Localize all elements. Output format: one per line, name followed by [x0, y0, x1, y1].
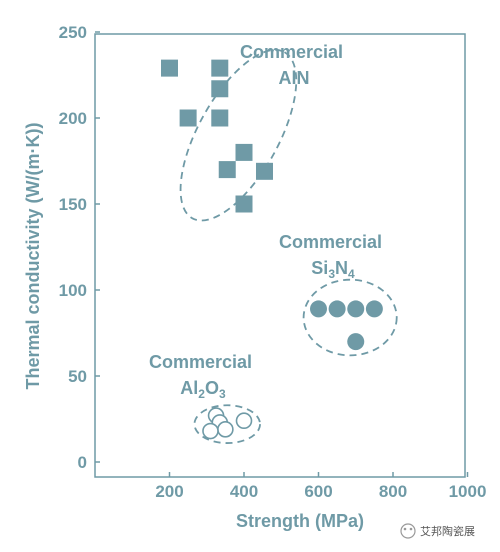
group-outline: [179, 48, 298, 222]
square-point: [211, 80, 229, 98]
watermark: 艾邦陶瓷展: [400, 523, 475, 539]
x-tick-label: 600: [304, 482, 332, 501]
filled-circle-point: [310, 300, 327, 318]
open-circle-point: [235, 412, 253, 430]
plot-frame: [94, 33, 466, 478]
y-tick-label: 100: [59, 281, 87, 300]
x-tick-label: 400: [230, 482, 258, 501]
data-points: [161, 59, 383, 440]
y-tick-label: 50: [68, 367, 87, 386]
annotation-aln: Commercial AlN: [240, 42, 348, 88]
wechat-icon: [400, 523, 416, 539]
annotation-al2o3-line1: Commercial: [149, 352, 252, 372]
annotation-si3n4-line2: Si3N4: [311, 258, 355, 281]
annotation-al2o3: Commercial Al2O3: [149, 352, 257, 401]
annotation-si3n4: Commercial Si3N4: [279, 232, 387, 281]
open-circle-point: [217, 421, 234, 438]
y-tick-label: 150: [59, 195, 87, 214]
y-tick-label: 250: [59, 23, 87, 42]
filled-circle-point: [347, 300, 365, 318]
group-outlines: [179, 48, 398, 444]
wechat-icon-dot: [409, 527, 413, 531]
x-tick-label: 200: [155, 482, 183, 501]
wechat-icon-dot: [403, 527, 407, 531]
square-point: [211, 109, 229, 127]
annotation-si3n4-line1: Commercial: [279, 232, 382, 252]
x-tick-label: 1000: [449, 482, 487, 501]
x-axis-title: Strength (MPa): [236, 511, 364, 531]
square-point: [161, 59, 178, 77]
annotation-al2o3-line2: Al2O3: [180, 378, 226, 401]
y-tick-label: 200: [59, 109, 87, 128]
open-circle-point: [202, 422, 219, 440]
annotation-aln-line1: Commercial: [240, 42, 343, 62]
watermark-text: 艾邦陶瓷展: [420, 524, 475, 538]
annotation-aln-line2: AlN: [279, 68, 310, 88]
filled-circle-point: [365, 300, 383, 318]
square-point: [255, 162, 273, 180]
square-point: [235, 143, 253, 161]
group-outline: [193, 404, 261, 444]
square-point: [235, 195, 253, 213]
group-outline: [302, 278, 398, 357]
x-tick-label: 800: [379, 482, 407, 501]
square-point: [179, 109, 197, 127]
square-point: [218, 161, 236, 179]
axis-ticks: 200 400 600 800 1000 0 50 100 150 200 250: [59, 23, 487, 501]
y-axis-title: Thermal conductivity (W/(m·K)): [23, 122, 43, 389]
filled-circle-point: [347, 333, 365, 351]
filled-circle-point: [328, 300, 346, 318]
y-tick-label: 0: [78, 453, 87, 472]
square-point: [211, 59, 229, 77]
